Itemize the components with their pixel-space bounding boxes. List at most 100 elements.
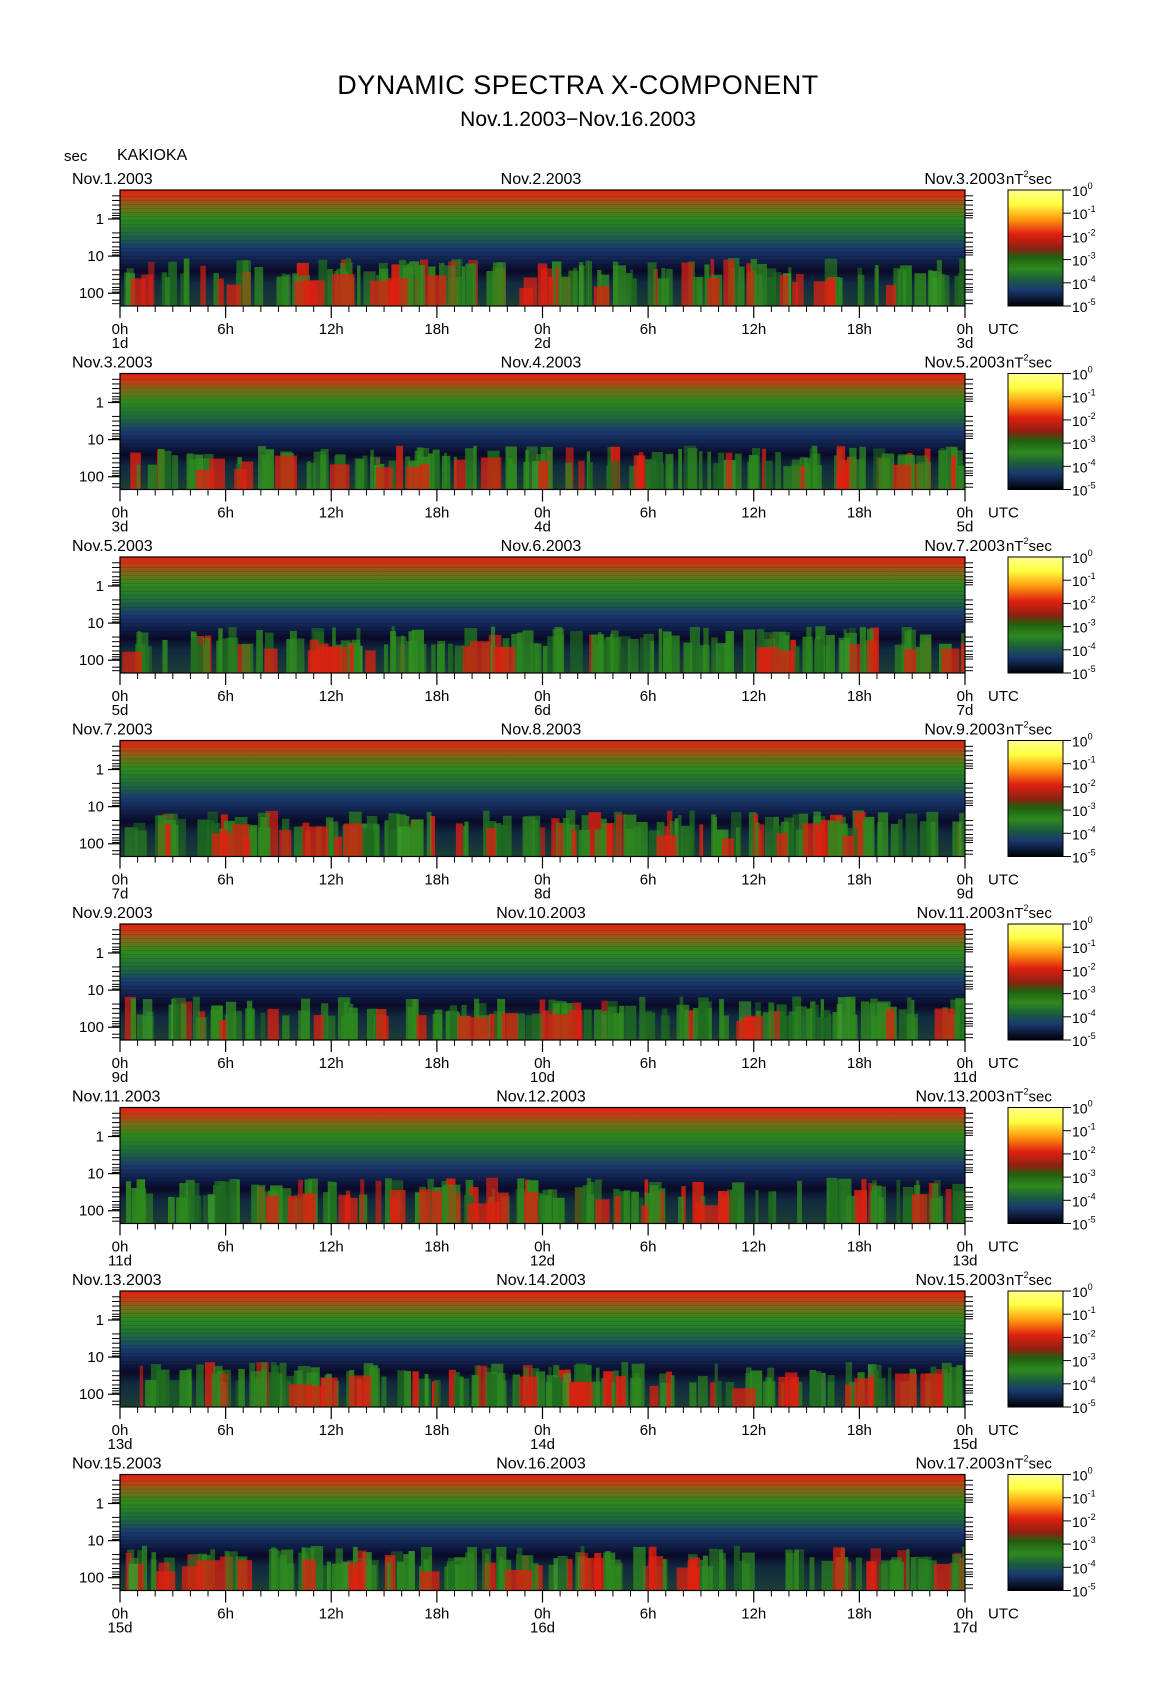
spectrogram-texture: [120, 938, 965, 939]
spectrogram-texture: [120, 256, 965, 257]
spectrogram-texture: [120, 599, 965, 600]
spectral-power-mark: [717, 1190, 729, 1224]
spectral-power-peak: [348, 1375, 372, 1407]
x-tick-label: 6h: [217, 1239, 234, 1256]
spectral-power-mark: [433, 454, 440, 490]
spectral-power-mark: [200, 265, 206, 306]
y-tick-label: 1: [96, 1129, 104, 1146]
spectral-power-mark: [356, 627, 361, 673]
spectral-power-mark: [202, 637, 211, 673]
spectral-power-mark: [258, 812, 270, 857]
spectral-power-mark: [493, 262, 506, 306]
spectral-power-mark: [448, 1369, 456, 1407]
spectral-power-mark: [699, 824, 704, 857]
spectral-power-mark: [257, 1184, 266, 1224]
spectral-power-mark: [161, 272, 168, 306]
spectral-power-peak: [420, 1571, 440, 1591]
spectral-power-mark: [536, 1371, 546, 1407]
spectral-power-mark: [951, 1553, 962, 1591]
x-tick-label: 6h: [217, 688, 234, 705]
spectral-power-mark: [910, 1557, 916, 1591]
spectral-power-mark: [660, 463, 665, 490]
spectral-power-mark: [859, 627, 867, 673]
y-tick-label: 1: [96, 1496, 104, 1513]
spectral-power-mark: [420, 1546, 433, 1591]
x-tick-label: 18h: [847, 505, 872, 522]
spectral-power-peak: [219, 829, 229, 857]
spectral-power-mark: [591, 634, 604, 673]
spectral-power-mark: [710, 1382, 716, 1407]
spectral-power-peak: [523, 277, 537, 306]
x-tick-label: 12h: [741, 688, 766, 705]
spectral-power-mark: [822, 1009, 831, 1040]
spectral-power-peak: [306, 826, 329, 857]
spectrogram-texture: [120, 1508, 965, 1510]
spectral-power-mark: [177, 818, 186, 857]
spectral-power-mark: [793, 646, 800, 673]
spectral-power-mark: [613, 1012, 623, 1040]
spectral-power-peak: [302, 1559, 316, 1591]
spectral-power-mark: [573, 267, 577, 306]
spectrogram-texture: [120, 958, 965, 959]
spectral-power-mark: [579, 262, 584, 306]
spectral-power-mark: [196, 1364, 204, 1407]
day-label-left: 3d: [112, 519, 129, 536]
x-tick-label: 0h: [534, 688, 551, 705]
spectral-power-mark: [854, 459, 865, 490]
spectral-power-mark: [547, 1189, 558, 1224]
spectral-power-peak: [836, 470, 846, 490]
x-tick-label: 0h: [957, 872, 974, 889]
colorbar-tick-label: 10-5: [1072, 481, 1096, 499]
spectral-power-mark: [458, 1378, 470, 1407]
spectrogram-texture: [120, 750, 965, 752]
utc-label: UTC: [988, 505, 1019, 522]
spectral-power-peak: [826, 277, 836, 306]
spectral-power-mark: [497, 1192, 509, 1224]
colorbar-tick-label: 10-4: [1072, 274, 1096, 292]
spectral-power-mark: [486, 1177, 498, 1224]
spectral-power-mark: [447, 643, 453, 673]
spectral-power-mark: [799, 1549, 805, 1591]
x-tick-label: 18h: [847, 1606, 872, 1623]
spectral-power-mark: [828, 1179, 841, 1224]
spectral-power-mark: [151, 1552, 157, 1591]
spectral-power-mark: [586, 1177, 592, 1224]
spectrogram-texture: [120, 583, 965, 584]
spectral-power-mark: [494, 823, 502, 857]
spectral-power-mark: [141, 632, 149, 673]
spectral-power-mark: [522, 816, 536, 857]
spectrogram-texture: [120, 1365, 965, 1366]
spectral-power-mark: [878, 459, 889, 490]
spectral-power-mark: [898, 1009, 907, 1040]
x-tick-label: 0h: [112, 1422, 129, 1439]
spectral-power-mark: [601, 1011, 612, 1040]
spectral-power-mark: [525, 1015, 539, 1040]
spectral-power-peak: [302, 822, 310, 857]
spectral-power-mark: [687, 448, 698, 490]
spectral-power-peak: [778, 650, 795, 673]
spectral-power-mark: [375, 1180, 382, 1224]
panel-date-mid: Nov.2.2003: [501, 171, 582, 188]
day-label-left: 9d: [112, 1069, 129, 1086]
spectrogram-texture: [120, 567, 965, 568]
x-tick-label: 0h: [112, 1239, 129, 1256]
spectrogram-texture: [120, 1544, 965, 1546]
spectral-power-mark: [505, 446, 517, 490]
spectral-power-mark: [949, 1367, 957, 1407]
spectral-power-mark: [390, 631, 396, 673]
spectral-power-mark: [158, 1369, 170, 1407]
x-tick-label: 12h: [319, 1422, 344, 1439]
spectral-power-mark: [613, 276, 618, 306]
spectral-power-mark: [636, 821, 648, 857]
spectral-power-peak: [792, 281, 799, 306]
spectral-power-mark: [128, 1563, 138, 1591]
spectral-power-mark: [809, 1371, 822, 1407]
y-tick-label: 10: [87, 1349, 104, 1366]
spectral-power-mark: [625, 273, 633, 306]
day-label-mid: 8d: [534, 886, 551, 903]
spectral-power-mark: [927, 269, 933, 306]
spectrogram-texture: [120, 1153, 965, 1155]
spectral-power-mark: [147, 464, 158, 490]
y-tick-label: 1: [96, 945, 104, 962]
